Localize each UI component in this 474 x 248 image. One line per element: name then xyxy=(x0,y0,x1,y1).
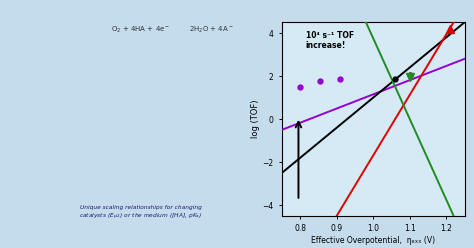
Text: 10⁴ s⁻¹ TOF
increase!: 10⁴ s⁻¹ TOF increase! xyxy=(306,31,354,50)
Text: Unique scaling relationships for changing
catalysts ($E_{p/2}$) or the medium ([: Unique scaling relationships for changin… xyxy=(79,205,203,221)
X-axis label: Effective Overpotential,  ηₑₓₓ (V): Effective Overpotential, ηₑₓₓ (V) xyxy=(311,236,435,245)
Y-axis label: log (TOF): log (TOF) xyxy=(251,100,260,138)
Text: O$_2$ + 4HA + 4e$^-$: O$_2$ + 4HA + 4e$^-$ xyxy=(111,25,171,35)
Text: 2H$_2$O + 4A$^-$: 2H$_2$O + 4A$^-$ xyxy=(189,25,234,35)
